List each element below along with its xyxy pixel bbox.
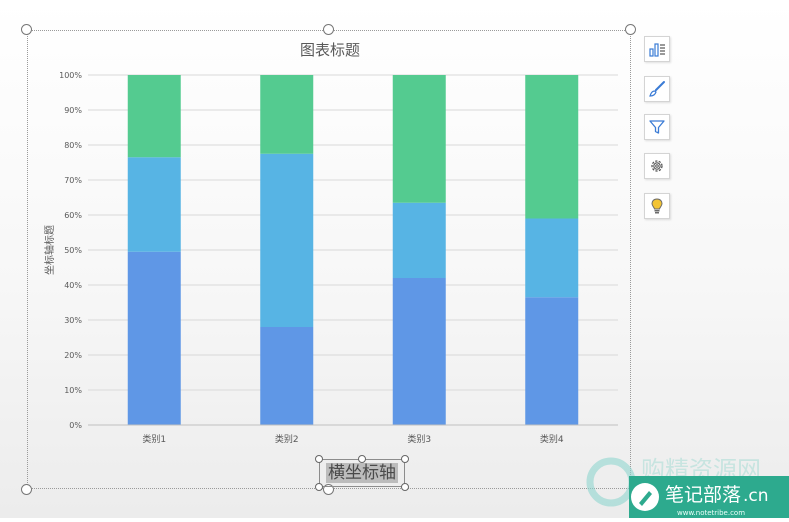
chart-filter-button[interactable] [644, 114, 670, 140]
bar-segment [392, 202, 446, 278]
bar-segment [260, 153, 314, 327]
y-tick-label: 10% [64, 386, 82, 395]
y-tick-label: 50% [64, 246, 82, 255]
bar-segment [392, 75, 446, 203]
bar-segment [525, 218, 579, 298]
chart-ideas-button[interactable] [644, 193, 670, 219]
axis-title-handle[interactable] [401, 483, 409, 491]
bar-segment [260, 327, 314, 425]
bar-segment [127, 251, 181, 425]
chart-elements-button[interactable] [644, 36, 670, 62]
x-tick-label: 类别2 [275, 433, 299, 445]
y-tick-label: 30% [64, 316, 82, 325]
resize-handle-top-center[interactable] [323, 24, 334, 35]
y-tick-label: 100% [59, 71, 82, 80]
y-tick-label: 0% [69, 421, 82, 430]
lightbulb-idea-icon [651, 198, 663, 214]
bar-segment [127, 157, 181, 252]
bar-segment [392, 278, 446, 425]
chart-settings-button[interactable] [644, 153, 670, 179]
x-axis-title-selected[interactable]: 横坐标轴 [319, 459, 405, 487]
bar-segment [260, 75, 314, 154]
bar-segment [127, 75, 181, 158]
chart-filter-icon [649, 120, 665, 134]
y-tick-label: 40% [64, 281, 82, 290]
y-tick-label: 80% [64, 141, 82, 150]
y-axis-title: 坐标轴标题 [43, 225, 56, 275]
chart-title: 图表标题 [300, 41, 360, 59]
watermark-suffix: .cn [743, 486, 769, 506]
x-tick-label: 类别4 [540, 433, 564, 445]
resize-handle-bottom-center[interactable] [323, 484, 334, 495]
x-tick-label: 类别1 [142, 433, 166, 445]
axis-title-handle[interactable] [358, 455, 366, 463]
axis-title-handle[interactable] [315, 455, 323, 463]
y-tick-label: 90% [64, 106, 82, 115]
chart-style-brush-icon [649, 81, 665, 97]
resize-handle-bottom-left[interactable] [21, 484, 32, 495]
watermark-brand-text: 笔记部落 [665, 484, 741, 506]
x-tick-label: 类别3 [407, 433, 431, 445]
resize-handle-top-left[interactable] [21, 24, 32, 35]
chart-style-button[interactable] [644, 76, 670, 102]
chart-elements-icon [649, 43, 665, 57]
site-watermark: 购精资源网 笔记部落 .cn www.notetribe.com [585, 448, 789, 518]
y-tick-label: 20% [64, 351, 82, 360]
bar-segment [525, 75, 579, 219]
axis-title-handle[interactable] [315, 483, 323, 491]
chart-settings-gear-icon [651, 160, 663, 172]
axis-title-handle[interactable] [401, 455, 409, 463]
y-tick-label: 70% [64, 176, 82, 185]
y-tick-label: 60% [64, 211, 82, 220]
resize-handle-top-right[interactable] [625, 24, 636, 35]
watermark-url: www.notetribe.com [677, 509, 745, 517]
x-axis-title: 横坐标轴 [326, 463, 398, 483]
bar-segment [525, 297, 579, 425]
